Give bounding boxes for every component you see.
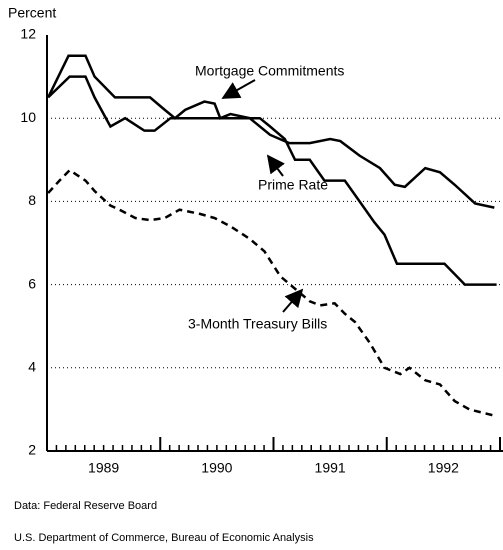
y-axis-label: Percent <box>8 5 56 21</box>
x-tick-label: 1990 <box>201 460 232 476</box>
series-line <box>47 75 497 286</box>
series-annotation: Mortgage Commitments <box>195 63 344 79</box>
x-tick-label: 1989 <box>88 460 119 476</box>
y-tick-label: 4 <box>28 359 36 375</box>
y-tick-label: 8 <box>28 192 36 208</box>
annotation-arrow <box>266 154 285 177</box>
series-annotation: Prime Rate <box>258 177 328 193</box>
y-tick-label: 2 <box>28 442 36 458</box>
source-note: Data: Federal Reserve Board <box>14 500 157 512</box>
annotation-arrow <box>221 79 256 99</box>
annotation-arrow <box>282 288 304 313</box>
y-tick-label: 10 <box>20 109 36 125</box>
series-annotation: 3-Month Treasury Bills <box>188 316 327 332</box>
x-tick-label: 1991 <box>315 460 346 476</box>
x-tick-label: 1992 <box>428 460 459 476</box>
source-note: U.S. Department of Commerce, Bureau of E… <box>14 532 314 544</box>
y-tick-label: 6 <box>28 275 36 291</box>
y-tick-label: 12 <box>20 26 36 42</box>
series-line <box>47 168 495 417</box>
series-line <box>47 54 495 209</box>
